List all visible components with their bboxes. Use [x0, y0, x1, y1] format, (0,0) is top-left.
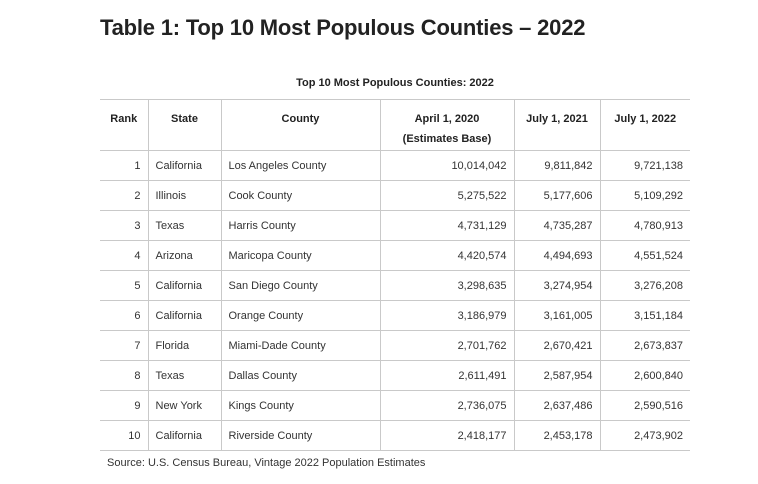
- cell-july-2022: 4,780,913: [599, 210, 690, 241]
- cell-county: Harris County: [220, 210, 380, 241]
- cell-july-2022: 9,721,138: [599, 150, 690, 181]
- cell-county: Cook County: [220, 180, 380, 211]
- column-header-july-2022: July 1, 2022: [599, 99, 690, 151]
- table-row: 6 California Orange County 3,186,979 3,161,0…: [100, 300, 690, 331]
- cell-county: Miami-Dade County: [220, 330, 380, 361]
- cell-rank: 1: [100, 150, 148, 181]
- cell-rank: 6: [100, 300, 148, 331]
- cell-state: Illinois: [147, 180, 221, 211]
- table-row: 4 Arizona Maricopa County 4,420,574 4,494,69…: [100, 240, 690, 271]
- cell-july-2022: 2,600,840: [599, 360, 690, 391]
- cell-july-2021: 3,161,005: [513, 300, 600, 331]
- cell-april-2020: 3,186,979: [379, 300, 514, 331]
- cell-state: California: [147, 420, 221, 451]
- column-header-april-2020-title: April 1, 2020: [414, 113, 480, 125]
- table-caption: Top 10 Most Populous Counties: 2022: [296, 77, 494, 89]
- table-row: 8 Texas Dallas County 2,611,491 2,587,954 2,6…: [100, 360, 690, 391]
- column-header-state: State: [147, 99, 221, 151]
- column-header-april-2020: April 1, 2020 (Estimates Base): [379, 99, 514, 151]
- cell-state: California: [147, 270, 221, 301]
- cell-county: Orange County: [220, 300, 380, 331]
- cell-rank: 2: [100, 180, 148, 211]
- cell-april-2020: 5,275,522: [379, 180, 514, 211]
- cell-july-2022: 2,473,902: [599, 420, 690, 451]
- column-header-rank: Rank: [100, 99, 148, 151]
- cell-july-2022: 2,590,516: [599, 390, 690, 421]
- table-row: 10 California Riverside County 2,418,177 2,4…: [100, 420, 690, 451]
- table-row: 5 California San Diego County 3,298,635 3,27…: [100, 270, 690, 301]
- cell-july-2022: 4,551,524: [599, 240, 690, 271]
- page-title: Table 1: Top 10 Most Populous Counties –…: [100, 15, 586, 40]
- column-header-april-2020-subtitle: (Estimates Base): [402, 133, 492, 145]
- cell-april-2020: 10,014,042: [379, 150, 514, 181]
- table-row: 1 California Los Angeles County 10,014,042 9…: [100, 150, 690, 181]
- cell-july-2021: 2,587,954: [513, 360, 600, 391]
- table-row: 3 Texas Harris County 4,731,129 4,735,287 4,7…: [100, 210, 690, 241]
- cell-county: San Diego County: [220, 270, 380, 301]
- cell-july-2021: 4,735,287: [513, 210, 600, 241]
- cell-rank: 5: [100, 270, 148, 301]
- cell-county: Dallas County: [220, 360, 380, 391]
- cell-rank: 8: [100, 360, 148, 391]
- cell-state: Texas: [147, 210, 221, 241]
- cell-state: New York: [147, 390, 221, 421]
- cell-july-2022: 5,109,292: [599, 180, 690, 211]
- table-body: 1 California Los Angeles County 10,014,042 9…: [100, 150, 690, 451]
- cell-april-2020: 4,731,129: [379, 210, 514, 241]
- cell-rank: 9: [100, 390, 148, 421]
- cell-july-2021: 9,811,842: [513, 150, 600, 181]
- cell-july-2022: 3,151,184: [599, 300, 690, 331]
- cell-july-2021: 5,177,606: [513, 180, 600, 211]
- cell-july-2021: 2,670,421: [513, 330, 600, 361]
- cell-county: Los Angeles County: [220, 150, 380, 181]
- cell-rank: 10: [100, 420, 148, 451]
- table-header: Rank State County April 1, 2020 (Estimat…: [100, 99, 690, 151]
- cell-state: Texas: [147, 360, 221, 391]
- cell-april-2020: 2,611,491: [379, 360, 514, 391]
- cell-april-2020: 2,736,075: [379, 390, 514, 421]
- cell-state: California: [147, 300, 221, 331]
- cell-april-2020: 4,420,574: [379, 240, 514, 271]
- cell-state: Arizona: [147, 240, 221, 271]
- cell-state: California: [147, 150, 221, 181]
- table-row: 9 New York Kings County 2,736,075 2,637,486 2…: [100, 390, 690, 421]
- cell-july-2021: 2,637,486: [513, 390, 600, 421]
- cell-july-2021: 3,274,954: [513, 270, 600, 301]
- cell-july-2021: 2,453,178: [513, 420, 600, 451]
- cell-april-2020: 2,701,762: [379, 330, 514, 361]
- cell-county: Kings County: [220, 390, 380, 421]
- table-row: 7 Florida Miami-Dade County 2,701,762 2,670,…: [100, 330, 690, 361]
- cell-april-2020: 3,298,635: [379, 270, 514, 301]
- cell-july-2022: 3,276,208: [599, 270, 690, 301]
- cell-april-2020: 2,418,177: [379, 420, 514, 451]
- cell-county: Riverside County: [220, 420, 380, 451]
- cell-rank: 3: [100, 210, 148, 241]
- population-table: Rank State County April 1, 2020 (Estimat…: [100, 99, 690, 451]
- cell-july-2022: 2,673,837: [599, 330, 690, 361]
- cell-rank: 4: [100, 240, 148, 271]
- cell-july-2021: 4,494,693: [513, 240, 600, 271]
- column-header-county: County: [220, 99, 380, 151]
- cell-county: Maricopa County: [220, 240, 380, 271]
- header-row: Rank State County April 1, 2020 (Estimat…: [100, 99, 690, 151]
- cell-state: Florida: [147, 330, 221, 361]
- table-row: 2 Illinois Cook County 5,275,522 5,177,606 5,…: [100, 180, 690, 211]
- source-note: Source: U.S. Census Bureau, Vintage 2022…: [107, 457, 426, 469]
- cell-rank: 7: [100, 330, 148, 361]
- column-header-july-2021: July 1, 2021: [513, 99, 600, 151]
